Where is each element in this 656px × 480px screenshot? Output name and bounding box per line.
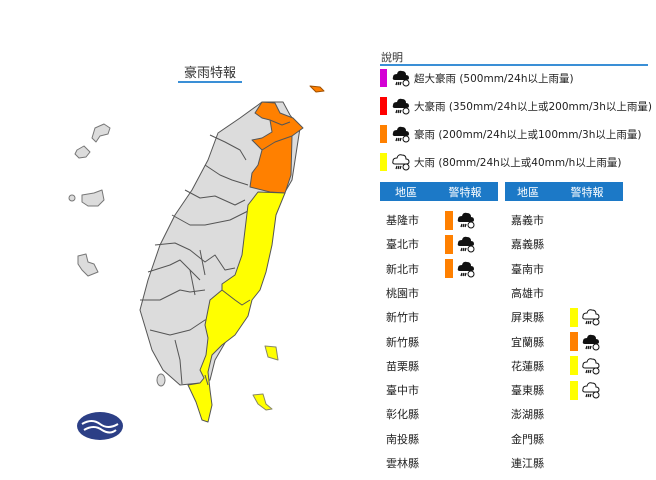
warning-color-swatch [570,356,578,376]
region-name: 嘉義市 [511,214,544,227]
header-region: 地區 [517,185,539,199]
legend-item: 豪雨 (200mm/24h以上或100mm/3h以上雨量) [380,124,641,144]
warning-indicator [570,331,604,353]
color-swatch [380,153,387,171]
header-warning: 警特報 [570,185,604,199]
header-region: 地區 [395,185,417,199]
legend-item: 大豪雨 (350mm/24h以上或200mm/3h以上雨量) [380,96,652,116]
header-warning: 警特報 [448,185,482,199]
warning-color-swatch [445,210,453,230]
dark-cloud-rain-icon [392,126,410,143]
region-name: 宜蘭縣 [511,335,544,349]
island-liuqiu [156,373,166,387]
color-swatch [380,69,387,87]
region-name: 南投縣 [386,432,419,446]
warning-indicator [445,258,479,280]
outline-cloud-rain-icon [582,309,600,326]
region-name: 彰化縣 [386,408,419,422]
region-name: 屏東縣 [511,311,544,325]
outline-cloud-rain-icon [582,358,600,375]
dark-cloud-rain-icon [457,212,475,229]
dark-cloud-rain-icon [392,98,410,115]
region-east-yellow [187,191,286,423]
region-name: 高雄市 [511,286,544,300]
region-name: 連江縣 [511,457,544,470]
region-name: 新竹縣 [386,335,419,349]
island-kinmen [77,253,99,277]
region-name: 澎湖縣 [511,408,544,422]
island-penghu-3 [81,189,105,207]
region-name: 臺中市 [386,384,419,398]
table-header-left: 地區 警特報 [380,182,498,201]
region-name: 嘉義縣 [511,238,544,252]
warning-indicator [570,379,604,401]
outline-cloud-rain-icon [582,382,600,399]
warning-color-swatch [570,332,578,351]
region-name: 臺南市 [511,262,544,276]
region-name: 新北市 [386,262,419,276]
region-name: 花蓮縣 [511,359,544,373]
island-penghu-2 [74,145,91,159]
map-title: 豪雨特報 [183,66,236,81]
region-name: 臺北市 [386,238,419,252]
warning-indicator [445,233,479,255]
taiwan-map [68,85,325,440]
island-orchid [252,393,273,411]
warning-indicator [570,355,604,377]
legend-label: 超大豪雨 (500mm/24h以上雨量) [414,72,574,85]
dark-cloud-rain-icon [457,261,475,278]
warning-color-swatch [445,234,453,254]
region-north-orange [249,101,304,194]
region-name: 苗栗縣 [386,359,419,373]
region-name: 新竹市 [386,311,419,325]
region-name: 臺東縣 [511,384,544,398]
title-underline [178,81,242,83]
region-name: 金門縣 [511,432,544,446]
region-name: 基隆市 [386,214,419,227]
island-penghu-4 [68,194,76,202]
legend-underline [380,64,648,66]
warning-indicator [570,306,604,328]
warning-color-swatch [570,380,578,400]
dark-cloud-rain-icon [582,334,600,350]
color-swatch [380,125,387,143]
cwa-logo [77,412,123,440]
legend-label: 大豪雨 (350mm/24h以上或200mm/3h以上雨量) [414,100,652,113]
warning-indicator [445,209,479,231]
island-green [264,345,279,361]
warning-color-swatch [445,259,453,279]
warning-color-swatch [570,307,578,327]
region-name: 雲林縣 [386,457,419,470]
table-header-right: 地區 警特報 [505,182,623,201]
legend-item: 大雨 (80mm/24h以上或40mm/h以上雨量) [380,152,621,172]
outline-cloud-rain-icon [392,154,410,171]
legend-title: 說明 [381,51,403,64]
dark-cloud-rain-icon [457,237,475,253]
legend-label: 豪雨 (200mm/24h以上或100mm/3h以上雨量) [414,128,642,141]
island-pengjia [309,85,325,93]
color-swatch [380,97,387,115]
legend-label: 大雨 (80mm/24h以上或40mm/h以上雨量) [414,156,622,169]
island-penghu-1 [91,123,111,143]
dark-cloud-rain-icon [392,70,410,87]
region-name: 桃園市 [386,286,419,300]
legend-item: 超大豪雨 (500mm/24h以上雨量) [380,68,574,88]
